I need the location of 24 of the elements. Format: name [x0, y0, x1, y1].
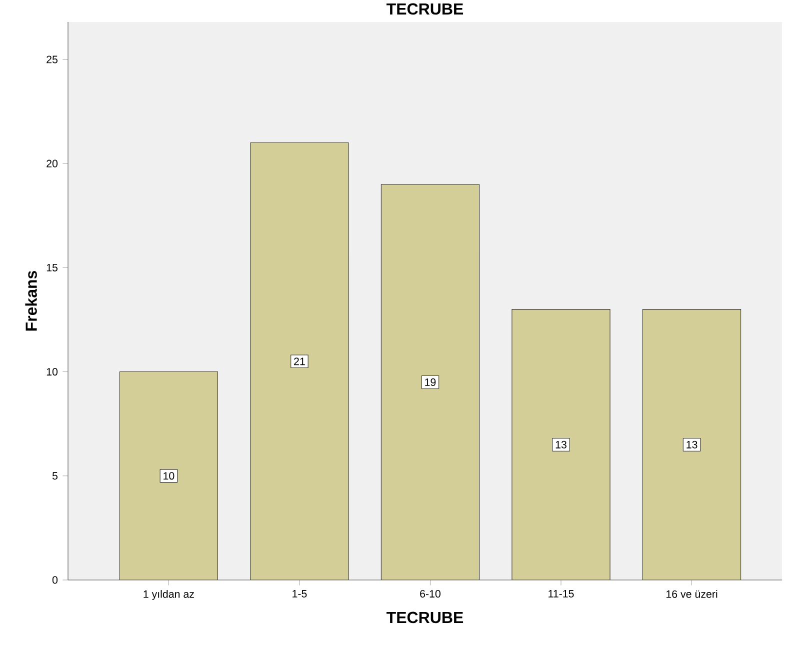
bar	[119, 372, 218, 580]
data-label: 10	[164, 472, 174, 480]
x-tick-label: 1 yıldan az	[144, 590, 194, 600]
x-tick-label: 16 ve üzeri	[666, 590, 718, 598]
x-tick-label: 11-15	[548, 590, 574, 598]
bar	[512, 309, 610, 580]
y-tick-label: 20	[46, 160, 58, 168]
x-tick-label: 1-5	[292, 590, 307, 598]
bar	[642, 309, 742, 580]
data-label: 13	[556, 440, 566, 448]
bar	[250, 142, 349, 580]
data-label: 21	[294, 358, 305, 366]
x-axis-title: TECRUBE	[386, 612, 464, 624]
chart-title: TECRUBE	[386, 3, 464, 15]
y-tick-label: 0	[52, 576, 58, 584]
data-label: 13	[686, 440, 698, 448]
bar	[380, 184, 480, 580]
y-tick-label: 10	[46, 368, 58, 376]
x-tick-label: 6-10	[420, 590, 440, 598]
y-axis-title: Frekans	[25, 270, 37, 331]
y-tick-label: 5	[52, 472, 58, 480]
y-tick-label: 15	[46, 264, 58, 272]
data-label: 19	[425, 378, 436, 386]
y-tick-label: 25	[46, 56, 58, 64]
